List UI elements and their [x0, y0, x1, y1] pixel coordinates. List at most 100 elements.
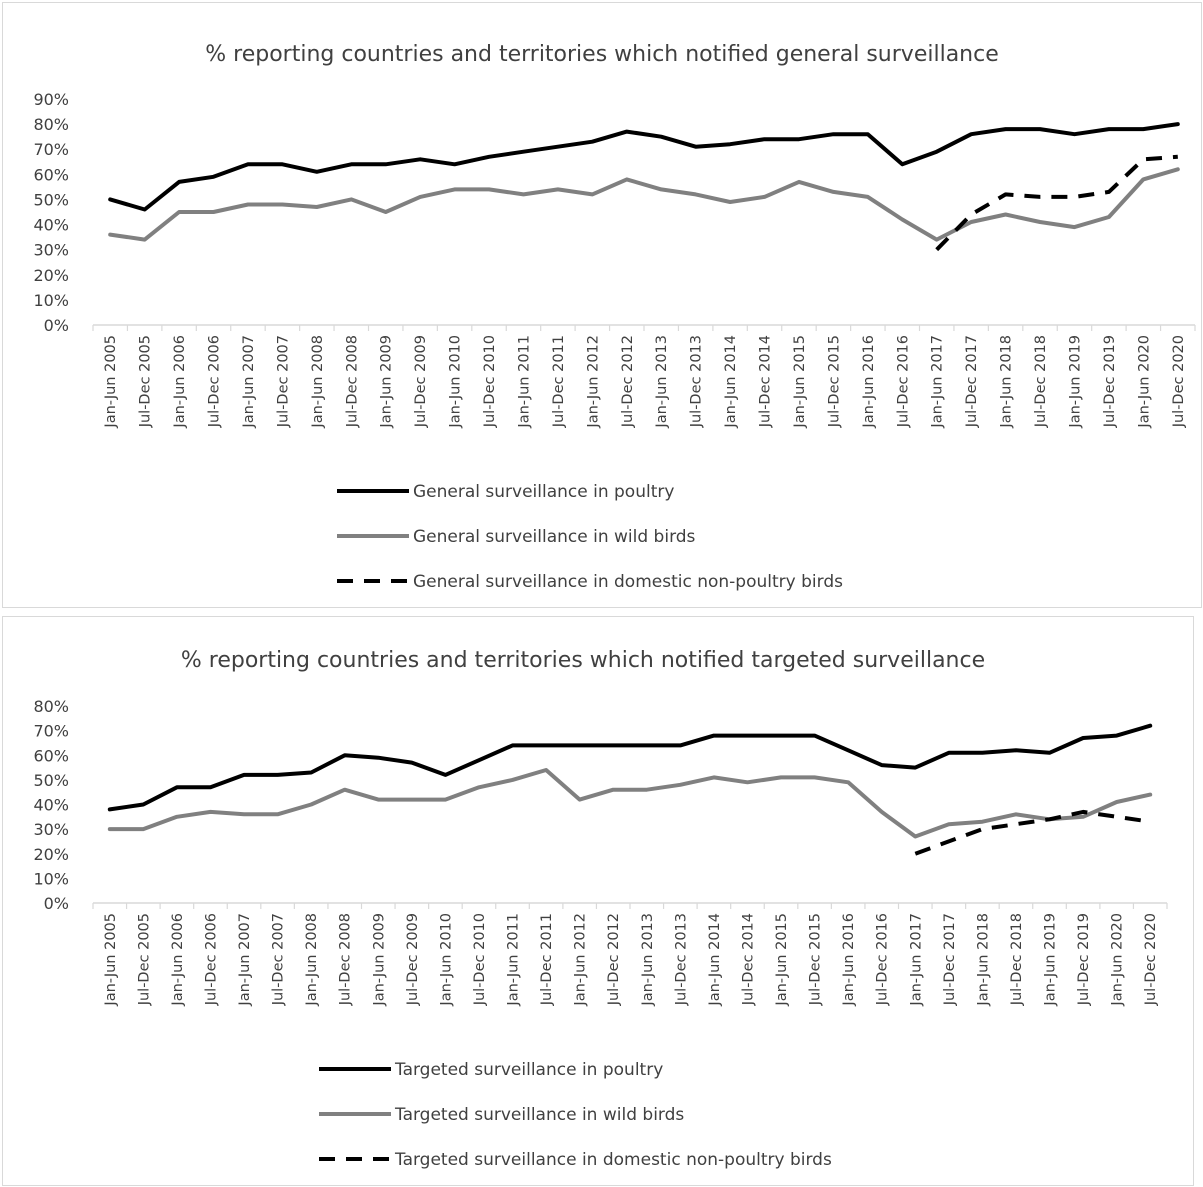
x-tick-label: Jan-Jun 2015	[774, 913, 790, 1007]
x-tick-label: Jul-Dec 2017	[942, 913, 958, 1006]
x-tick-label: Jan-Jun 2017	[908, 913, 924, 1007]
x-tick-label: Jul-Dec 2014	[758, 335, 774, 428]
x-tick-label: Jul-Dec 2006	[203, 913, 219, 1006]
x-tick-label: Jul-Dec 2012	[620, 335, 636, 428]
x-tick-label: Jan-Jun 2010	[448, 335, 464, 429]
legend-label: Targeted surveillance in wild birds	[394, 1105, 684, 1125]
x-tick-label: Jan-Jun 2013	[654, 335, 670, 429]
series-line-2	[107, 768, 1153, 839]
y-tick-label: 20%	[33, 266, 69, 285]
targeted-surveillance-chart-panel: % reporting countries and territories wh…	[2, 616, 1194, 1186]
x-tick-label: Jan-Jun 2017	[930, 335, 946, 429]
x-tick-label: Jul-Dec 2015	[826, 335, 842, 428]
x-tick-label: Jul-Dec 2007	[275, 335, 291, 428]
y-tick-label: 30%	[33, 820, 69, 839]
y-tick-label: 40%	[33, 216, 69, 235]
y-tick-label: 40%	[33, 796, 69, 815]
x-tick-label: Jan-Jun 2005	[103, 913, 119, 1007]
y-tick-label: 80%	[33, 697, 69, 716]
x-tick-label: Jul-Dec 2011	[551, 335, 567, 428]
y-tick-label: 10%	[33, 869, 69, 888]
x-tick-label: Jan-Jun 2011	[516, 335, 532, 429]
legend-label: Targeted surveillance in poultry	[394, 1060, 663, 1080]
x-tick-label: Jan-Jun 2020	[1110, 913, 1126, 1007]
y-tick-label: 50%	[33, 771, 69, 790]
x-tick-label: Jul-Dec 2011	[539, 913, 555, 1006]
x-tick-label: Jul-Dec 2005	[136, 913, 152, 1006]
series-line-1	[108, 122, 1180, 212]
y-tick-label: 90%	[33, 90, 69, 109]
legend-label: General surveillance in poultry	[413, 482, 674, 502]
x-tick-label: Jan-Jun 2007	[237, 913, 253, 1007]
x-tick-label: Jul-Dec 2009	[405, 913, 421, 1006]
x-tick-label: Jan-Jun 2018	[975, 913, 991, 1007]
y-tick-label: 60%	[33, 165, 69, 184]
x-tick-label: Jan-Jun 2014	[707, 913, 723, 1007]
legend-label: General surveillance in domestic non-pou…	[413, 572, 843, 592]
x-tick-label: Jul-Dec 2020	[1143, 913, 1159, 1006]
x-tick-label: Jul-Dec 2015	[808, 913, 824, 1006]
x-tick-label: Jul-Dec 2009	[413, 335, 429, 428]
x-tick-label: Jul-Dec 2006	[207, 335, 223, 428]
chart-title: % reporting countries and territories wh…	[181, 648, 985, 673]
y-tick-label: 60%	[33, 746, 69, 765]
x-tick-label: Jul-Dec 2019	[1102, 335, 1118, 428]
targeted-surveillance-chart: % reporting countries and territories wh…	[33, 648, 1168, 1170]
y-tick-label: 80%	[33, 115, 69, 134]
y-tick-label: 20%	[33, 845, 69, 864]
x-tick-label: Jan-Jun 2007	[241, 335, 257, 429]
legend-label: Targeted surveillance in domestic non-po…	[394, 1150, 832, 1170]
x-tick-label: Jul-Dec 2010	[472, 913, 488, 1006]
x-tick-label: Jan-Jun 2009	[379, 335, 395, 429]
y-tick-label: 0%	[44, 316, 69, 335]
y-tick-label: 0%	[44, 894, 69, 913]
y-tick-label: 70%	[33, 140, 69, 159]
x-tick-label: Jul-Dec 2013	[689, 335, 705, 428]
x-tick-label: Jan-Jun 2008	[304, 913, 320, 1007]
y-tick-label: 10%	[33, 291, 69, 310]
x-tick-label: Jan-Jun 2016	[861, 335, 877, 429]
x-tick-label: Jul-Dec 2013	[673, 913, 689, 1006]
x-tick-label: Jan-Jun 2013	[640, 913, 656, 1007]
x-tick-label: Jul-Dec 2016	[875, 913, 891, 1006]
x-tick-label: Jan-Jun 2006	[170, 913, 186, 1007]
x-tick-label: Jan-Jun 2019	[1043, 913, 1059, 1007]
y-tick-label: 30%	[33, 241, 69, 260]
x-tick-label: Jul-Dec 2020	[1171, 335, 1187, 428]
x-tick-label: Jul-Dec 2008	[338, 913, 354, 1006]
general-surveillance-chart-panel: % reporting countries and territories wh…	[2, 2, 1202, 608]
series-line-3	[935, 154, 1178, 252]
x-tick-label: Jan-Jun 2019	[1067, 335, 1083, 429]
x-tick-label: Jul-Dec 2018	[1033, 335, 1049, 428]
x-tick-label: Jan-Jun 2009	[371, 913, 387, 1007]
x-tick-label: Jan-Jun 2014	[723, 335, 739, 429]
legend-label: General surveillance in wild birds	[413, 527, 696, 547]
x-tick-label: Jan-Jun 2011	[506, 913, 522, 1007]
x-tick-label: Jan-Jun 2012	[573, 913, 589, 1007]
x-tick-label: Jul-Dec 2018	[1009, 913, 1025, 1006]
x-tick-label: Jul-Dec 2010	[482, 335, 498, 428]
x-tick-label: Jan-Jun 2006	[172, 335, 188, 429]
x-tick-label: Jan-Jun 2018	[999, 335, 1015, 429]
general-surveillance-chart: % reporting countries and territories wh…	[33, 42, 1196, 592]
x-tick-label: Jul-Dec 2016	[895, 335, 911, 428]
x-tick-label: Jan-Jun 2005	[103, 335, 119, 429]
x-tick-label: Jan-Jun 2015	[792, 335, 808, 429]
series-line-1	[107, 723, 1153, 812]
x-tick-label: Jul-Dec 2019	[1076, 913, 1092, 1006]
x-tick-label: Jul-Dec 2012	[606, 913, 622, 1006]
series-line-2	[108, 167, 1180, 242]
x-tick-label: Jul-Dec 2008	[344, 335, 360, 428]
x-tick-label: Jul-Dec 2017	[964, 335, 980, 428]
y-tick-label: 70%	[33, 722, 69, 741]
chart-title: % reporting countries and territories wh…	[205, 42, 999, 67]
x-tick-label: Jan-Jun 2020	[1136, 335, 1152, 429]
x-tick-label: Jan-Jun 2008	[310, 335, 326, 429]
x-tick-label: Jan-Jun 2010	[438, 913, 454, 1007]
y-tick-label: 50%	[33, 190, 69, 209]
series-line-3	[914, 809, 1151, 856]
x-tick-label: Jan-Jun 2016	[841, 913, 857, 1007]
x-tick-label: Jul-Dec 2007	[271, 913, 287, 1006]
x-tick-label: Jul-Dec 2014	[740, 913, 756, 1006]
x-tick-label: Jan-Jun 2012	[585, 335, 601, 429]
